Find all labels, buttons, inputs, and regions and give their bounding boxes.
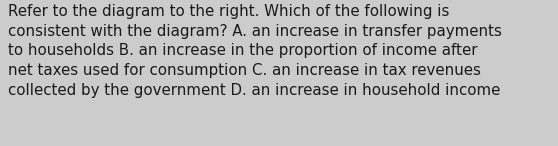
Text: Refer to the diagram to the right. Which of the following is
consistent with the: Refer to the diagram to the right. Which… xyxy=(8,4,502,98)
